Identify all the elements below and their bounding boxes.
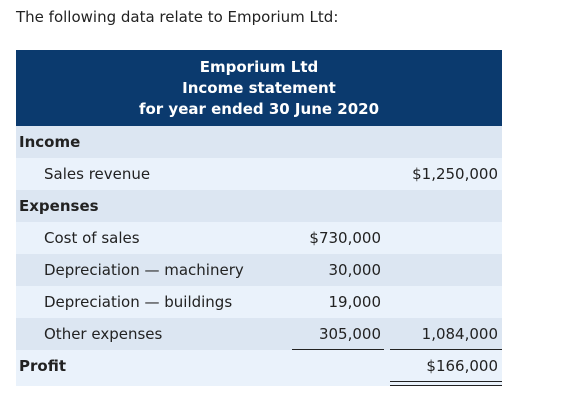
row-label: Profit xyxy=(19,357,66,375)
table-row: Cost of sales $730,000 xyxy=(16,222,502,254)
total: 1,084,000 xyxy=(421,325,498,343)
table-row: Depreciation — machinery 30,000 xyxy=(16,254,502,286)
amount: $730,000 xyxy=(309,229,381,247)
table-row: Depreciation — buildings 19,000 xyxy=(16,286,502,318)
row-label: Cost of sales xyxy=(44,229,140,247)
double-underline xyxy=(390,385,502,386)
table-row: Income xyxy=(16,126,502,158)
header-line: Income statement xyxy=(182,78,336,97)
table-row: Expenses xyxy=(16,190,502,222)
underline xyxy=(390,349,502,350)
table-row: Profit $166,000 xyxy=(16,350,502,386)
double-underline xyxy=(390,381,502,382)
header-line: Emporium Ltd xyxy=(199,57,319,76)
row-label: Sales revenue xyxy=(44,165,151,183)
intro-text: The following data relate to Emporium Lt… xyxy=(16,8,339,26)
total: $1,250,000 xyxy=(412,165,498,183)
underline xyxy=(292,349,384,350)
amount: 305,000 xyxy=(318,325,381,343)
table-row: Other expenses 305,000 1,084,000 xyxy=(16,318,502,350)
row-label: Depreciation — buildings xyxy=(44,293,233,311)
amount: 19,000 xyxy=(328,293,382,311)
row-label: Income xyxy=(19,133,81,151)
total: $166,000 xyxy=(426,357,498,375)
row-label: Expenses xyxy=(19,197,99,215)
table-row: Sales revenue $1,250,000 xyxy=(16,158,502,190)
table-header: Emporium Ltd Income statement for year end… xyxy=(16,50,502,126)
amount: 30,000 xyxy=(328,261,382,279)
income-statement-table: Emporium Ltd Income statement for year end… xyxy=(16,50,502,386)
row-label: Depreciation — machinery xyxy=(44,261,244,279)
header-line: for year ended 30 June 2020 xyxy=(138,99,380,118)
row-label: Other expenses xyxy=(44,325,163,343)
